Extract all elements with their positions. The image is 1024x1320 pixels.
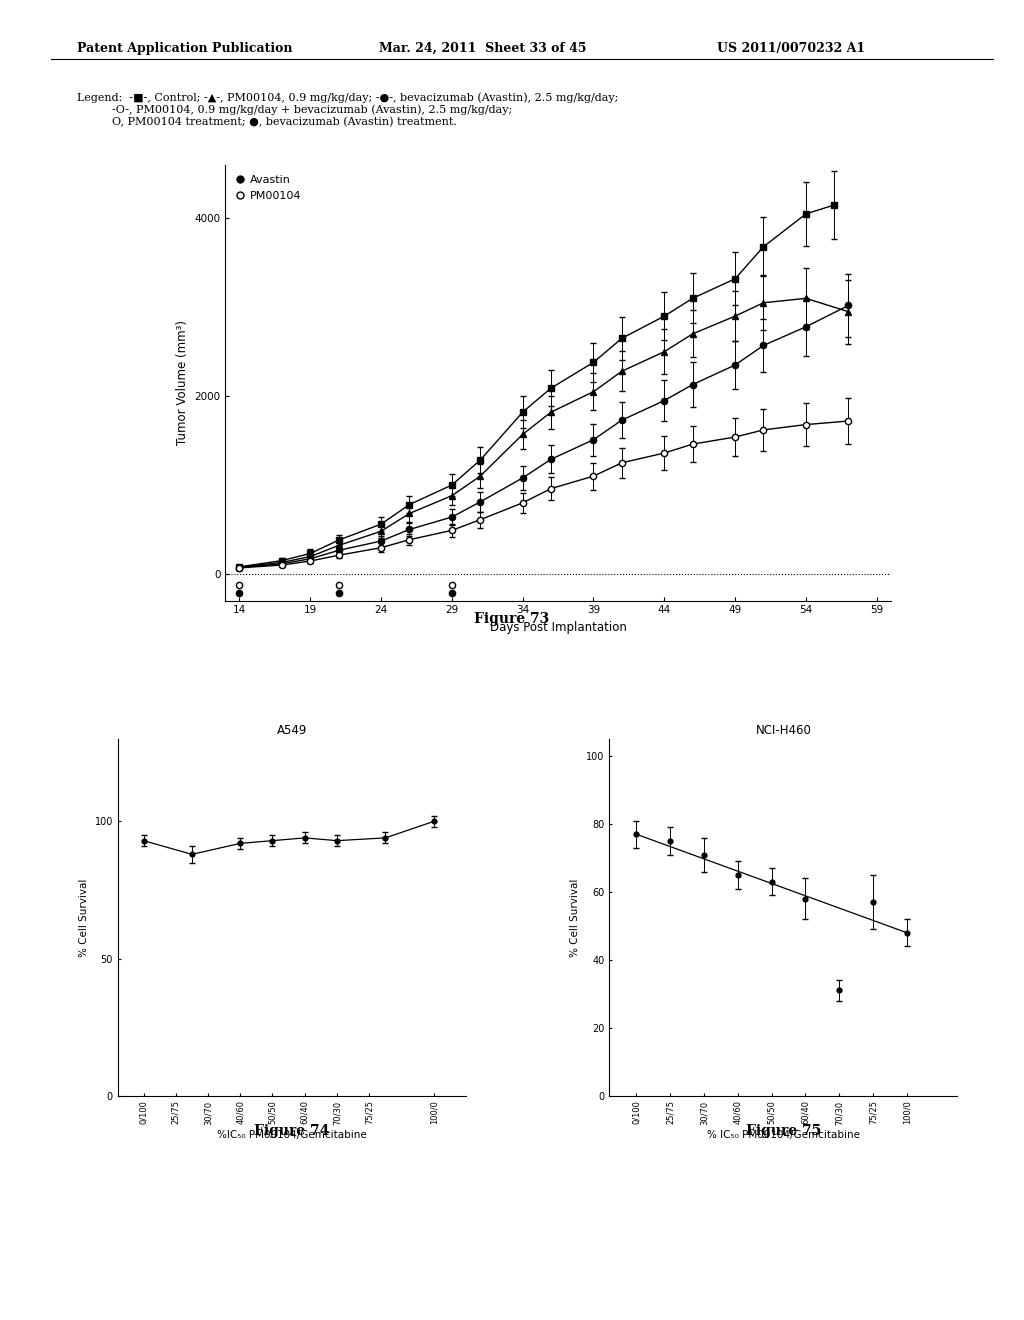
X-axis label: Days Post Implantation: Days Post Implantation	[489, 620, 627, 634]
Legend: Avastin, PM00104: Avastin, PM00104	[230, 170, 306, 205]
Text: Mar. 24, 2011  Sheet 33 of 45: Mar. 24, 2011 Sheet 33 of 45	[379, 42, 587, 55]
Y-axis label: Tumor Volume (mm³): Tumor Volume (mm³)	[176, 321, 188, 445]
X-axis label: %IC₅₀ PM00104/Gemcitabine: %IC₅₀ PM00104/Gemcitabine	[217, 1130, 367, 1140]
Text: Legend:  -■-, Control; -▲-, PM00104, 0.9 mg/kg/day; -●-, bevacizumab (Avastin), : Legend: -■-, Control; -▲-, PM00104, 0.9 …	[77, 92, 618, 127]
Y-axis label: % Cell Survival: % Cell Survival	[79, 878, 89, 957]
X-axis label: % IC₅₀ PM00104/Gemcitabine: % IC₅₀ PM00104/Gemcitabine	[707, 1130, 860, 1140]
Y-axis label: % Cell Survival: % Cell Survival	[570, 878, 581, 957]
Text: Figure 74: Figure 74	[254, 1125, 330, 1138]
Text: US 2011/0070232 A1: US 2011/0070232 A1	[717, 42, 865, 55]
Title: NCI-H460: NCI-H460	[756, 723, 811, 737]
Text: Patent Application Publication: Patent Application Publication	[77, 42, 292, 55]
Title: A549: A549	[276, 723, 307, 737]
Text: Figure 73: Figure 73	[474, 612, 550, 626]
Text: Figure 75: Figure 75	[745, 1125, 821, 1138]
